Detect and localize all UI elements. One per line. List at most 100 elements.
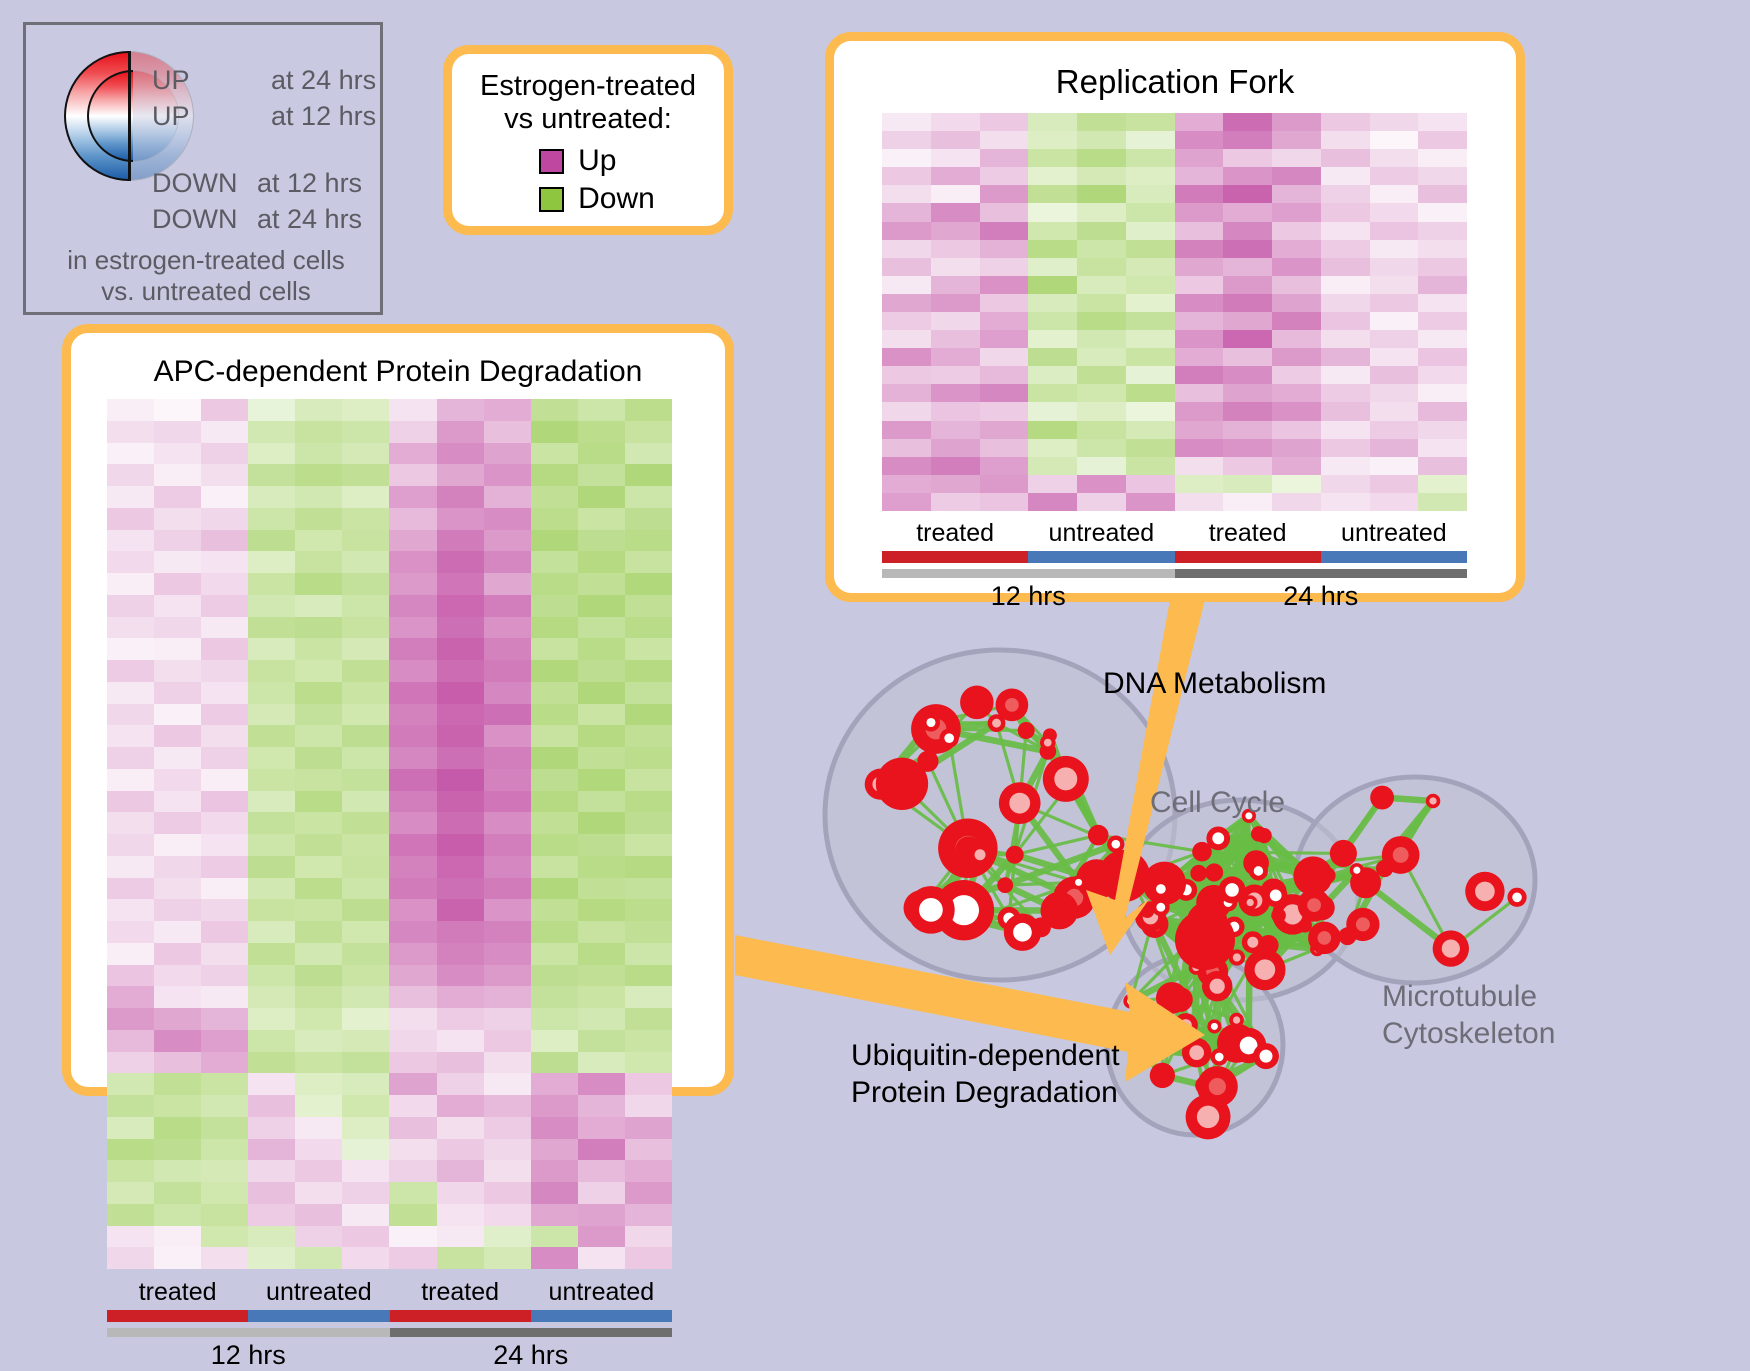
up-color-swatch (539, 149, 564, 174)
heatmap-cell (248, 856, 295, 878)
heatmap-cell (625, 812, 672, 834)
heatmap-cell (484, 965, 531, 987)
heatmap-cell (201, 1073, 248, 1095)
ubiquitin-label-line-2: Protein Degradation (851, 1075, 1120, 1112)
network-node-core (1282, 904, 1302, 924)
network-edge (1258, 871, 1304, 925)
heatmap-cell (389, 1204, 436, 1226)
heatmap-cell (1370, 493, 1419, 511)
heatmap-cell (882, 402, 931, 420)
heatmap-cell (484, 1160, 531, 1182)
heatmap-cell (342, 421, 389, 443)
network-node (1249, 861, 1268, 880)
network-edge (1202, 852, 1254, 901)
heatmap-cell (578, 508, 625, 530)
heatmap-cell (248, 1204, 295, 1226)
heatmap-cell (1370, 421, 1419, 439)
network-edge (931, 705, 1012, 723)
network-edge (1164, 883, 1212, 971)
network-edge (1124, 873, 1199, 876)
network-edge (1214, 836, 1264, 903)
network-edge (1186, 1025, 1197, 1053)
heatmap-cell (882, 276, 931, 294)
heatmap-cell (107, 812, 154, 834)
heatmap-cell (1077, 167, 1126, 185)
network-node (1186, 1094, 1231, 1139)
heatmap-cell (531, 464, 578, 486)
network-node-core (1180, 1019, 1192, 1031)
network-node-core (1156, 903, 1165, 912)
network-edge (1217, 1056, 1266, 1086)
heatmap-cell (484, 1204, 531, 1226)
network-edge (1232, 882, 1318, 890)
heatmap-cell (248, 486, 295, 508)
network-edge (1202, 852, 1228, 903)
heatmap-cell (484, 791, 531, 813)
network-edge (1234, 927, 1324, 938)
heatmap-cell (201, 1030, 248, 1052)
heatmap-cell (1175, 402, 1224, 420)
replication-fork-axis: treated untreated treated untreated 12 h… (882, 519, 1467, 612)
heatmap-cell (295, 1073, 342, 1095)
network-node (1260, 878, 1286, 904)
heatmap-cell (437, 834, 484, 856)
colorwheel-legend-box: UP at 24 hrs UP at 12 hrs DOWN at 12 hrs… (23, 22, 383, 315)
heatmap-cell (342, 878, 389, 900)
heatmap-cell (1175, 457, 1224, 475)
heatmap-cell (1370, 131, 1419, 149)
heatmap-cell (1418, 276, 1467, 294)
network-node-core (1003, 913, 1015, 925)
network-node-core (919, 898, 943, 922)
network-edge (1214, 816, 1249, 873)
network-edge (1199, 873, 1269, 945)
heatmap-cell (1175, 475, 1224, 493)
heatmap-cell (531, 704, 578, 726)
network-edge (1234, 834, 1259, 927)
heatmap-cell (1077, 149, 1126, 167)
heatmap-cell (295, 899, 342, 921)
heatmap-cell (1077, 421, 1126, 439)
heatmap-cell (1223, 439, 1272, 457)
heatmap-cell (154, 943, 201, 965)
network-edge (1232, 863, 1256, 890)
network-edge (1256, 863, 1305, 925)
network-node (1043, 756, 1089, 802)
heatmap-cell (1126, 131, 1175, 149)
heatmap-cell (342, 1073, 389, 1095)
network-edge (1131, 1001, 1141, 1048)
heatmap-cell (980, 131, 1029, 149)
heatmap-cell (1418, 348, 1467, 366)
network-edge (1276, 895, 1314, 905)
network-node (1141, 910, 1169, 938)
network-edge (1259, 834, 1313, 876)
heatmap-cell (931, 421, 980, 439)
network-edge (1161, 852, 1202, 889)
network-edge (1228, 882, 1318, 903)
network-node (1053, 877, 1095, 919)
network-edge (931, 910, 974, 919)
network-edge (1207, 838, 1218, 941)
network-edge (1268, 895, 1275, 945)
heatmap-cell (201, 834, 248, 856)
heatmap-cell (1126, 330, 1175, 348)
heatmap-cell (107, 1204, 154, 1226)
network-edge (1163, 1018, 1192, 1036)
heatmap-cell (1077, 113, 1126, 131)
network-edge (1256, 863, 1324, 938)
network-node-core (1069, 773, 1079, 783)
heatmap-cell (1272, 312, 1321, 330)
heatmap-cell (882, 493, 931, 511)
heatmap-cell (1223, 475, 1272, 493)
network-node (1185, 1029, 1199, 1043)
network-edge (1164, 883, 1186, 890)
network-edge (1249, 816, 1322, 908)
heatmap-cell (1223, 330, 1272, 348)
heatmap-cell (531, 812, 578, 834)
heatmap-cell (625, 1226, 672, 1248)
heatmap-cell (1272, 348, 1321, 366)
heatmap-cell (1175, 149, 1224, 167)
heatmap-cell (484, 1073, 531, 1095)
heatmap-cell (389, 682, 436, 704)
heatmap-cell (437, 660, 484, 682)
heatmap-cell (248, 443, 295, 465)
